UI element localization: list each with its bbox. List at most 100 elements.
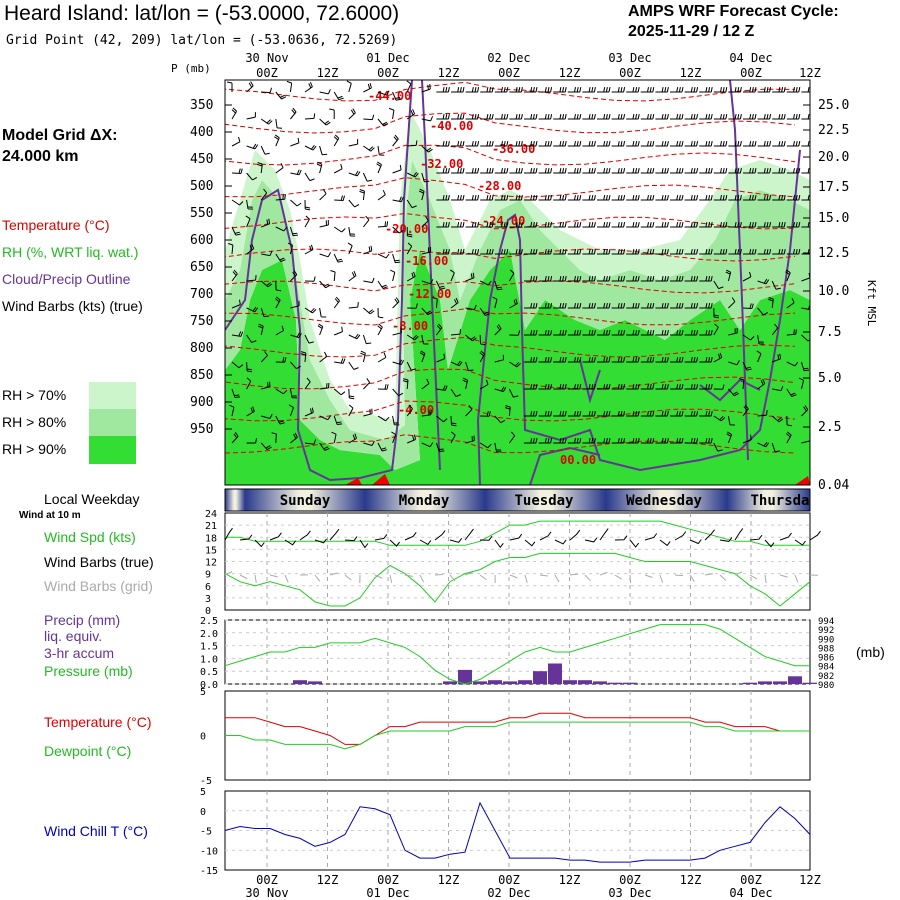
wind-barb — [348, 139, 359, 147]
isotherm-label: -16.00 — [405, 254, 448, 268]
wind-barb-grid — [614, 574, 623, 580]
wind-barb — [582, 276, 596, 282]
wind-barb — [480, 114, 494, 120]
bottom-date-label: 01 Dec — [366, 886, 409, 900]
wind-barb — [271, 432, 277, 444]
wind-barb — [655, 168, 669, 174]
top-time-tick: 00Z — [498, 66, 520, 80]
wind-barb — [611, 87, 626, 93]
wind-barb — [450, 431, 456, 444]
precip-legend-3: 3-hr accum — [44, 645, 115, 661]
wind-barb — [553, 249, 567, 255]
wind-barb — [290, 361, 301, 370]
wind-barb-true — [539, 531, 552, 541]
wind-barb — [348, 433, 357, 444]
wind-barb — [421, 334, 429, 345]
wind-barb — [319, 442, 330, 451]
wind-barb — [275, 91, 287, 100]
wind-barb — [611, 330, 626, 336]
isotherm-label: -20.00 — [385, 222, 428, 236]
isotherm-2 — [225, 144, 796, 166]
wind-barb — [786, 141, 801, 147]
wind-barb — [362, 172, 373, 182]
wind-tick-label: 3 — [205, 594, 211, 605]
wind-barb — [597, 303, 611, 309]
height-tick-label: 5.0 — [818, 371, 841, 386]
wind-barb-true — [569, 529, 581, 541]
wind-tick-label: 18 — [205, 533, 217, 544]
rh-legend: RH (%, WRT liq. wat.) — [2, 244, 139, 260]
precip-bar — [548, 663, 562, 684]
weekday-band — [245, 489, 365, 511]
weekday-frame — [224, 488, 811, 512]
wind-barb — [436, 385, 448, 391]
wind-barb-grid — [659, 574, 664, 583]
wind-barb-grid — [599, 571, 608, 576]
wind-tick-label: 15 — [205, 545, 217, 556]
wind-barb — [363, 215, 370, 228]
wind-barb-grid — [329, 572, 338, 576]
wind-barb — [275, 253, 286, 262]
height-tick-label: 10.0 — [818, 284, 849, 299]
wind-barb — [494, 249, 509, 255]
wind-barb — [801, 222, 810, 228]
wind-barb — [465, 141, 480, 147]
wind-barb — [333, 163, 343, 174]
top-time-tick: 12Z — [799, 66, 821, 80]
wind-barb — [772, 141, 786, 147]
wind-barb — [567, 195, 582, 201]
wind-barb-true — [464, 528, 474, 541]
wind-barb — [582, 249, 596, 255]
wind-barb — [348, 170, 361, 177]
precip-bar — [443, 681, 457, 684]
wind-barb — [348, 199, 360, 208]
wind-barb — [275, 296, 281, 309]
wind-barb — [553, 195, 567, 201]
wind-barb — [582, 411, 596, 417]
pressure-tick-label: 800 — [190, 341, 213, 356]
wind-barb — [479, 280, 492, 286]
wind-barb-grid — [644, 574, 653, 578]
wind-barb — [348, 226, 356, 237]
wind-barb — [509, 195, 523, 201]
wind-barb — [304, 334, 314, 344]
wind-barb — [582, 330, 596, 336]
wind-barb — [406, 271, 416, 282]
wind-barb — [334, 326, 343, 336]
wind-barb — [462, 377, 469, 390]
wind-barb — [567, 249, 582, 255]
wind-tick-label: 21 — [205, 521, 217, 532]
wind-barb — [626, 438, 640, 444]
wind-barb — [392, 134, 399, 147]
cloud-legend: Cloud/Precip Outline — [2, 271, 131, 287]
wind-barb — [524, 276, 538, 282]
wind-barb — [626, 330, 640, 336]
wind-barb — [640, 195, 655, 201]
wind-barb — [801, 195, 810, 201]
wind-barb — [640, 141, 655, 147]
wind-barb-grid — [704, 573, 713, 576]
wind-barb — [713, 141, 728, 147]
wind-barb — [553, 384, 567, 390]
wind-barb — [757, 141, 772, 147]
wind-barb — [597, 168, 611, 174]
wind-barb — [524, 303, 538, 309]
wind-barb — [231, 136, 241, 147]
pressure-tick-label: 550 — [190, 206, 213, 221]
wind-barb-true — [659, 539, 671, 547]
wind-barb — [436, 168, 450, 174]
wind-tick-label: 6 — [205, 582, 211, 593]
pressure-tick-label: 986 — [818, 654, 834, 664]
wind-barb — [508, 431, 516, 444]
wind-barb — [655, 384, 669, 390]
wind-barb — [786, 168, 801, 174]
wind-barb — [801, 405, 809, 417]
top-date-label: 30 Nov — [245, 51, 288, 65]
wind-barb — [290, 169, 302, 176]
wind-barb — [742, 361, 752, 371]
isotherm-label: -4.00 — [398, 403, 434, 417]
wind-barb — [553, 357, 567, 363]
windchill-legend: Wind Chill T (°C) — [44, 823, 148, 839]
wind-barb — [801, 334, 810, 342]
wind-barb-grid — [569, 573, 578, 576]
